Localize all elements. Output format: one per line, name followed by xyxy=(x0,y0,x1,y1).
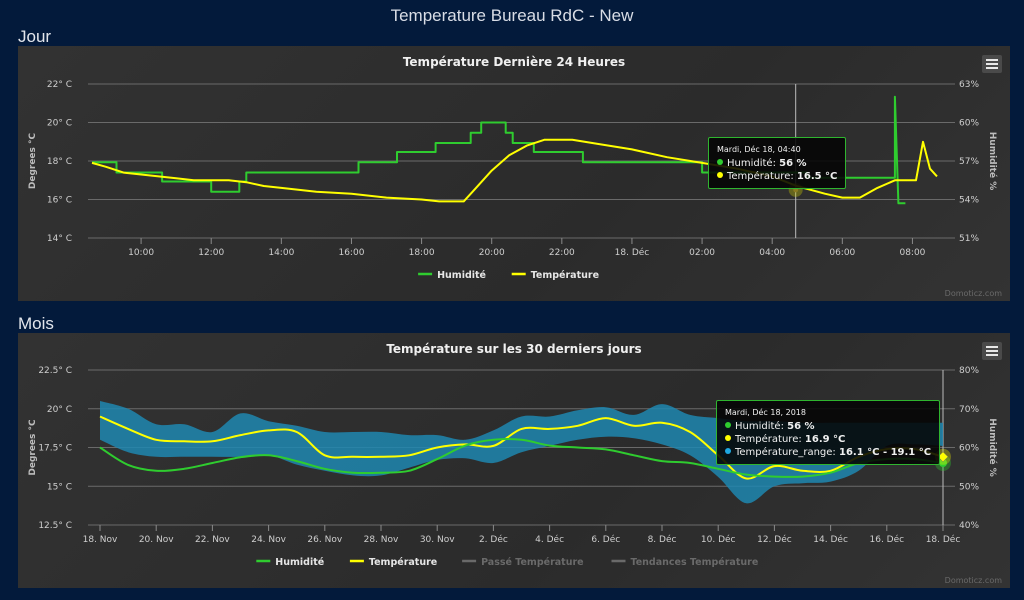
tooltip-row-humidity: Humidité: 56 % xyxy=(717,157,837,170)
x-tick-label: 14:00 xyxy=(268,248,294,258)
x-tick-label: 22. Nov xyxy=(195,535,230,545)
x-tick-label: 2. Déc xyxy=(479,534,508,545)
y2-tick-label: 60% xyxy=(959,119,979,129)
credit-link[interactable]: Domoticz.com xyxy=(944,576,1002,585)
x-tick-label: 20:00 xyxy=(479,248,505,258)
x-tick-label: 28. Nov xyxy=(364,535,399,545)
day-chart-menu-button[interactable] xyxy=(982,55,1002,73)
x-tick-label: 08:00 xyxy=(899,248,925,258)
day-chart[interactable]: Température Dernière 24 Heures 22° C 63% 20… xyxy=(18,46,1010,301)
y-tick-label: 16° C xyxy=(47,196,72,206)
y-tick-label: 20° C xyxy=(47,405,72,415)
page-title: Temperature Bureau RdC - New xyxy=(390,6,634,25)
y-tick-label: 12.5° C xyxy=(38,521,72,531)
legend-label: Température xyxy=(369,557,437,568)
temperature-line xyxy=(91,138,938,203)
y2-tick-label: 57% xyxy=(959,157,979,167)
y2-axis-title: Humidité % xyxy=(987,132,998,191)
y2-tick-label: 54% xyxy=(959,196,979,206)
legend-label: Tendances Température xyxy=(631,557,759,568)
x-tick-label: 6. Déc xyxy=(591,534,620,545)
y-tick-label: 17.5° C xyxy=(38,444,72,454)
x-tick-label: 04:00 xyxy=(759,248,785,258)
y2-tick-label: 60% xyxy=(959,444,979,454)
x-tick-label: 14. Déc xyxy=(813,534,848,545)
x-tick-label: 30. Nov xyxy=(420,535,455,545)
tooltip-row-temperature: Température: 16.9 °C xyxy=(725,433,931,446)
legend-item-4[interactable]: Tendances Température xyxy=(611,557,759,568)
credit-link[interactable]: Domoticz.com xyxy=(944,289,1002,298)
y2-tick-label: 50% xyxy=(959,482,979,492)
humidity-line xyxy=(99,438,944,478)
range-dot-icon xyxy=(725,448,731,454)
chart-title: Température sur les 30 derniers jours xyxy=(386,342,641,356)
humidity-dot-icon xyxy=(717,159,723,165)
x-tick-label: 18. Déc xyxy=(926,534,961,545)
y-axis-title: Degrees °C xyxy=(28,419,38,476)
tooltip-header: Mardi, Déc 18, 2018 xyxy=(725,408,806,417)
y2-tick-label: 63% xyxy=(959,80,979,90)
temperature-dot-icon xyxy=(717,172,723,178)
x-tick-label: 26. Nov xyxy=(307,535,342,545)
x-tick-label: 16. Déc xyxy=(870,534,905,545)
day-chart-tooltip: Mardi, Déc 18, 04:40 Humidité: 56 % Temp… xyxy=(708,137,847,189)
y2-axis-title: Humidité % xyxy=(987,418,998,477)
y2-tick-label: 80% xyxy=(959,366,979,376)
x-tick-label: 18:00 xyxy=(409,248,435,258)
legend-item-2[interactable]: Température xyxy=(511,270,599,281)
x-tick-label: 22:00 xyxy=(549,248,575,258)
x-tick-label: 10:00 xyxy=(128,248,154,258)
x-tick-label: 12:00 xyxy=(198,248,224,258)
x-tick-label: 02:00 xyxy=(689,248,715,258)
tooltip-row-humidity: Humidité: 56 % xyxy=(725,420,931,433)
legend-label: Humidité xyxy=(275,557,324,568)
hover-point-humidity xyxy=(939,459,947,467)
x-tick-label: 18. Déc xyxy=(615,247,650,258)
chart-title: Température Dernière 24 Heures xyxy=(403,55,625,69)
legend-label: Humidité xyxy=(437,270,486,281)
y-tick-label: 15° C xyxy=(47,482,72,492)
y2-tick-label: 51% xyxy=(959,234,979,244)
y-tick-label: 22.5° C xyxy=(38,366,72,376)
y2-tick-label: 70% xyxy=(959,405,979,415)
x-tick-label: 18. Nov xyxy=(83,535,118,545)
y-tick-label: 20° C xyxy=(47,119,72,129)
section-label-month: Mois xyxy=(18,314,54,333)
section-label-day: Jour xyxy=(18,27,52,46)
month-chart-tooltip: Mardi, Déc 18, 2018 Humidité: 56 % Tempé… xyxy=(716,400,941,465)
month-chart-panel: Température sur les 30 derniers jours 22.… xyxy=(18,333,1010,588)
tooltip-row-range: Température_range: 16.1 °C - 19.1 °C xyxy=(725,446,931,459)
y-axis-title: Degrees °C xyxy=(28,132,38,189)
x-tick-label: 8. Déc xyxy=(648,534,677,545)
legend-label: Température xyxy=(531,270,599,281)
legend-item-1[interactable]: Humidité xyxy=(256,557,324,568)
legend-item-1[interactable]: Humidité xyxy=(418,270,486,281)
x-tick-label: 06:00 xyxy=(829,248,855,258)
hamburger-icon xyxy=(986,59,998,61)
x-tick-label: 4. Déc xyxy=(535,534,564,545)
y-tick-label: 22° C xyxy=(47,80,72,90)
month-chart-menu-button[interactable] xyxy=(982,342,1002,360)
x-tick-label: 20. Nov xyxy=(139,535,174,545)
x-tick-label: 16:00 xyxy=(338,248,364,258)
y-tick-label: 14° C xyxy=(47,234,72,244)
temperature-dot-icon xyxy=(725,435,731,441)
legend-item-2[interactable]: Température xyxy=(349,557,437,568)
tooltip-header: Mardi, Déc 18, 04:40 xyxy=(717,145,801,154)
humidity-dot-icon xyxy=(725,422,731,428)
x-tick-label: 24. Nov xyxy=(251,535,286,545)
y2-tick-label: 40% xyxy=(959,521,979,531)
legend-label: Passé Température xyxy=(481,557,584,568)
legend-item-3[interactable]: Passé Température xyxy=(462,557,584,568)
day-chart-panel: Température Dernière 24 Heures 22° C 63% 20… xyxy=(18,46,1010,301)
x-tick-label: 10. Déc xyxy=(701,534,736,545)
x-tick-label: 12. Déc xyxy=(757,534,792,545)
y-tick-label: 18° C xyxy=(47,157,72,167)
tooltip-row-temperature: Température: 16.5 °C xyxy=(717,170,837,183)
hamburger-icon xyxy=(986,346,998,348)
